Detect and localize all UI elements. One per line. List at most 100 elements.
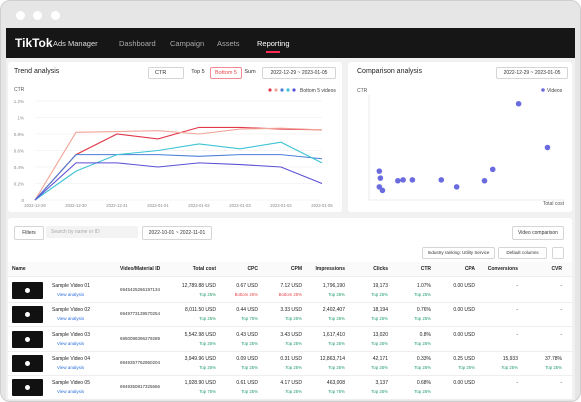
- metric-rank: Top 25%: [414, 316, 431, 322]
- metric-rank: Top 25%: [328, 340, 345, 346]
- trend-line: [34, 154, 323, 201]
- metric-value: -: [516, 283, 518, 289]
- metric-rank: Top 25%: [199, 364, 216, 370]
- metric-value: 3.43 USD: [280, 331, 302, 338]
- column-header: CPC: [247, 266, 258, 272]
- y-tick-label: 1.2%: [14, 99, 24, 104]
- play-icon: [25, 385, 30, 391]
- y-axis-label: CTR: [357, 88, 368, 94]
- metric-rank: Top 25%: [371, 389, 388, 395]
- x-tick-label: 2023-01-03: [229, 203, 251, 208]
- metric-value: 2,402,407: [322, 307, 345, 314]
- industry-select[interactable]: Industry ranking: Utility Service: [422, 247, 495, 259]
- trend-panel: [8, 62, 342, 212]
- metric-value: 1,617,410: [322, 331, 345, 338]
- tab[interactable]: Sum: [244, 69, 256, 75]
- column-header: Video/Material ID: [120, 266, 161, 272]
- trend-line: [34, 126, 323, 201]
- play-icon: [25, 336, 30, 342]
- metric-value: 5,542.98 USD: [184, 331, 216, 338]
- view-analysis-link[interactable]: View analysis: [57, 292, 85, 297]
- video-name: Sample Video 01: [52, 283, 90, 289]
- column-header: Clicks: [373, 266, 388, 272]
- play-icon: [25, 312, 30, 318]
- metric-value: 0.00 USD: [453, 331, 475, 338]
- metric-rank: Top 25%: [285, 340, 302, 346]
- column-header: Conversions: [487, 266, 518, 272]
- header-row-bg: [8, 262, 572, 277]
- nav-item[interactable]: Reporting: [257, 39, 290, 48]
- scatter-point: [400, 177, 406, 183]
- metric-rank: Top 25%: [199, 340, 216, 346]
- video-id: 6945425266197134: [120, 287, 161, 292]
- metric-value: 7.12 USD: [280, 283, 302, 289]
- metric-rank: Top 25%: [241, 340, 258, 346]
- tab[interactable]: Top 5: [191, 69, 205, 75]
- metric-value: 0.44 USD: [236, 307, 258, 314]
- metric-value: -: [560, 331, 562, 338]
- metric-rank: Top 25%: [328, 364, 345, 370]
- metric-value: 37.78%: [545, 355, 562, 362]
- tab[interactable]: Bottom 5: [210, 67, 242, 79]
- scatter-point: [489, 166, 496, 173]
- video-comparison-button[interactable]: Video comparison: [512, 226, 564, 240]
- metric-rank: Bottom 25%: [278, 292, 302, 297]
- view-analysis-link[interactable]: View analysis: [57, 316, 85, 322]
- metric-rank: Top 25%: [328, 292, 345, 297]
- metric-value: 0.31 USD: [280, 355, 302, 362]
- view-analysis-link[interactable]: View analysis: [57, 340, 85, 346]
- nav-item[interactable]: Dashboard: [119, 39, 156, 48]
- scatter-point: [377, 175, 384, 181]
- metric-value: 42,171: [372, 355, 388, 362]
- metric-rank: Bottom 25%: [234, 292, 258, 297]
- x-tick-label: 2023-01-04: [270, 203, 292, 208]
- nav-item[interactable]: Assets: [217, 39, 240, 48]
- metric-rank: Top 25%: [414, 364, 431, 370]
- video-name: Sample Video 04: [52, 355, 90, 362]
- date-range[interactable]: 2022-10-01 ~ 2022-11-01: [142, 226, 212, 240]
- metric-value: 0.25 USD: [453, 355, 475, 362]
- metric-rank: Top 25%: [414, 292, 431, 297]
- metric-rank: Top 25%: [328, 316, 345, 322]
- metric-rank: Top 25%: [414, 389, 431, 395]
- nav-item[interactable]: Campaign: [170, 39, 205, 48]
- scatter-point: [438, 177, 445, 183]
- y-tick-label: 1%: [17, 116, 24, 121]
- scatter-point: [376, 168, 383, 174]
- view-analysis-link[interactable]: View analysis: [57, 364, 85, 370]
- metric-value: -: [516, 331, 518, 338]
- metric-rank: Top 75%: [328, 389, 345, 395]
- metric-rank: Top 25%: [241, 364, 258, 370]
- video-id: 6950098396279289: [120, 335, 161, 341]
- metric-rank: Top 25%: [414, 340, 431, 346]
- legend-swatch: [541, 88, 545, 92]
- legend-label: Bottom 5 videos: [300, 88, 336, 94]
- panel-title: Comparison analysis: [357, 68, 422, 75]
- metric-value: 0.43 USD: [236, 331, 258, 338]
- x-tick-label: 2023-01-05: [311, 203, 333, 208]
- view-analysis-link[interactable]: View analysis: [57, 389, 85, 395]
- metric-value: 0.76%: [416, 307, 431, 314]
- filters-button[interactable]: Filters: [14, 226, 44, 240]
- metric-value: 3,137: [375, 380, 388, 387]
- trend-line: [34, 162, 323, 201]
- metric-rank: Top 25%: [241, 389, 258, 395]
- columns-select[interactable]: Default columns: [498, 247, 547, 259]
- video-id: 6949350817325666: [120, 384, 161, 390]
- x-tick-label: 2023-01-02: [188, 203, 210, 208]
- x-tick-label: 2023-01-01: [147, 203, 169, 208]
- metric-select[interactable]: CTR: [148, 67, 184, 79]
- search-input[interactable]: Search by name or ID: [46, 226, 138, 238]
- panel-title: Trend analysis: [14, 68, 60, 75]
- download-button[interactable]: [552, 247, 564, 259]
- metric-value: 0.33%: [416, 355, 431, 362]
- y-tick-label: 0.4%: [14, 165, 24, 170]
- date-range[interactable]: 2022-12-29 ~ 2023-01-05: [262, 67, 336, 79]
- trend-line: [34, 141, 323, 201]
- date-range[interactable]: 2022-12-29 ~ 2023-01-05: [496, 67, 568, 79]
- scatter-point: [515, 100, 522, 107]
- metric-value: 1.07%: [416, 283, 431, 289]
- metric-rank: Top 25%: [285, 316, 302, 322]
